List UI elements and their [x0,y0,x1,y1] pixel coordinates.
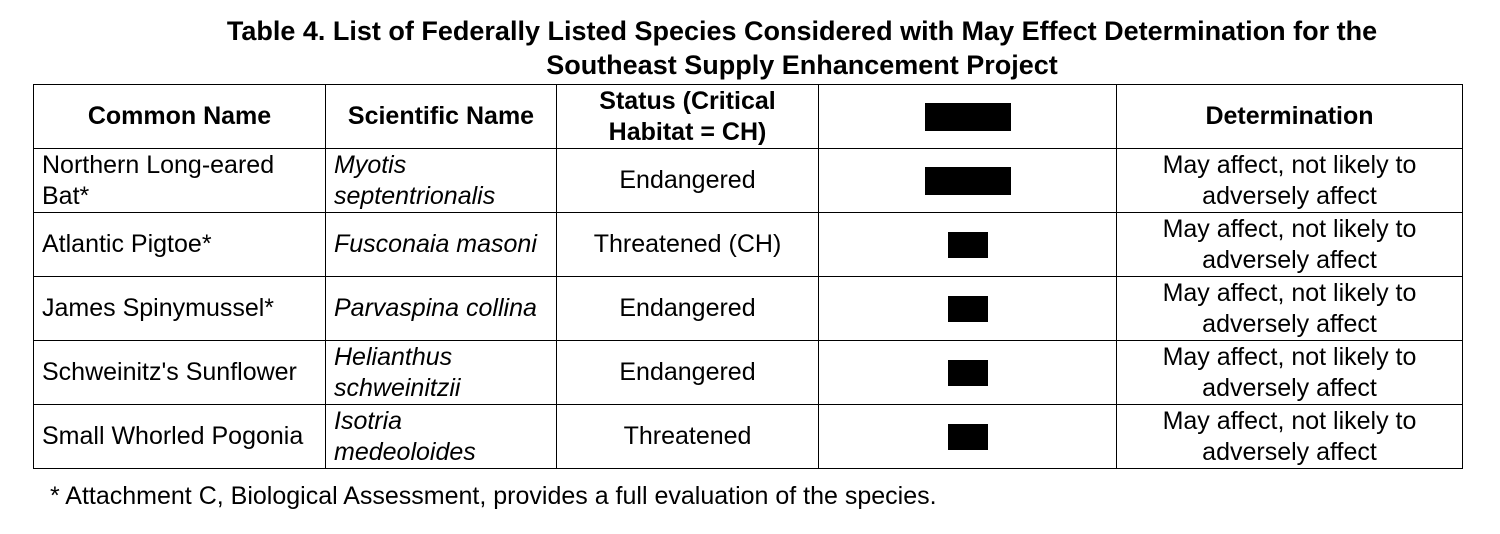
common-name-cell: Atlantic Pigtoe* [33,212,326,277]
table-row: Small Whorled Pogonia Isotria medeoloide… [33,404,1463,469]
common-name-cell: Northern Long-eared Bat* [33,148,326,213]
header-redacted [818,84,1117,149]
table-row: James Spinymussel* Parvaspina collina En… [33,276,1463,341]
status-cell: Threatened [556,404,819,469]
redacted-cell [818,212,1117,277]
redaction-block [924,103,1011,132]
common-name-cell: Small Whorled Pogonia [33,404,326,469]
table-title: Table 4. List of Federally Listed Specie… [0,14,1500,82]
determination-cell: May affect, not likely to adversely affe… [1116,148,1463,213]
species-table: Common Name Scientific Name Status (Crit… [33,84,1463,469]
redaction-block [947,424,988,451]
scientific-name-cell: Fusconaia masoni [325,212,557,277]
status-cell: Endangered [556,276,819,341]
table-row: Schweinitz's Sunflower Helianthus schwei… [33,340,1463,405]
status-cell: Endangered [556,340,819,405]
table-row: Northern Long-eared Bat* Myotis septentr… [33,148,1463,213]
redacted-cell [818,404,1117,469]
header-common-name: Common Name [33,84,326,149]
scientific-name-cell: Myotis septentrionalis [325,148,557,213]
header-row: Common Name Scientific Name Status (Crit… [33,84,1463,149]
redaction-block [924,167,1011,196]
redacted-cell [818,340,1117,405]
redaction-block [947,232,988,259]
table-title-line-2: Southeast Supply Enhancement Project [546,50,1058,80]
scientific-name-cell: Isotria medeoloides [325,404,557,469]
header-scientific-name: Scientific Name [325,84,557,149]
redacted-cell [818,276,1117,341]
redaction-block [947,296,988,323]
table-title-line-1: Table 4. List of Federally Listed Specie… [226,16,1378,46]
header-determination: Determination [1116,84,1463,149]
scientific-name-cell: Parvaspina collina [325,276,557,341]
status-cell: Endangered [556,148,819,213]
table-footnote: * Attachment C, Biological Assessment, p… [50,480,937,512]
footnote-text: * Attachment C, Biological Assessment, p… [50,482,937,510]
table-row: Atlantic Pigtoe* Fusconaia masoni Threat… [33,212,1463,277]
scientific-name-cell: Helianthus schweinitzii [325,340,557,405]
determination-cell: May affect, not likely to adversely affe… [1116,340,1463,405]
redacted-cell [818,148,1117,213]
header-status: Status (Critical Habitat = CH) [556,84,819,149]
status-cell: Threatened (CH) [556,212,819,277]
determination-cell: May affect, not likely to adversely affe… [1116,276,1463,341]
common-name-cell: Schweinitz's Sunflower [33,340,326,405]
common-name-cell: James Spinymussel* [33,276,326,341]
determination-cell: May affect, not likely to adversely affe… [1116,404,1463,469]
determination-cell: May affect, not likely to adversely affe… [1116,212,1463,277]
redaction-block [947,360,988,387]
